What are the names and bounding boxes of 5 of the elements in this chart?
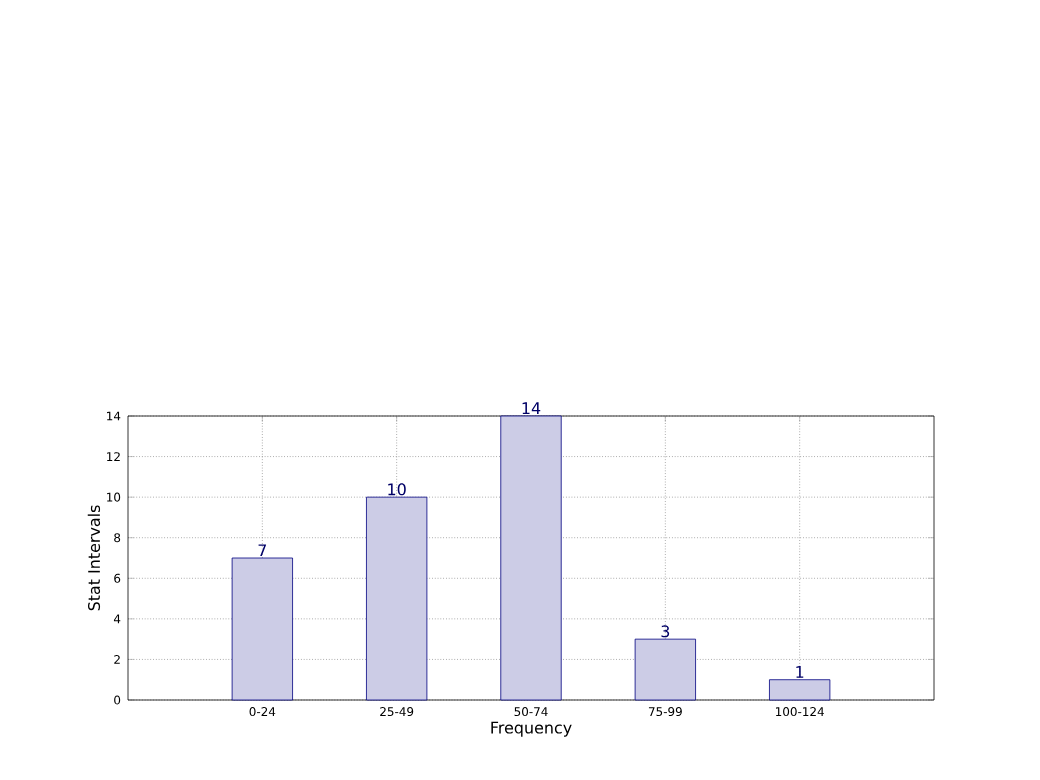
- bar: [769, 679, 831, 701]
- bar: [634, 638, 696, 701]
- bar: [231, 557, 293, 701]
- bar: [500, 415, 562, 701]
- bar: [366, 496, 428, 701]
